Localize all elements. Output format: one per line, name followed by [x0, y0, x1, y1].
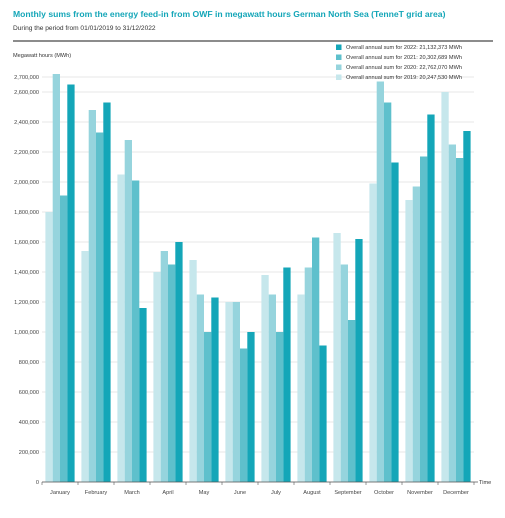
legend-label: Overall annual sum for 2022: 21,132,373 … [346, 45, 462, 51]
bar [247, 332, 255, 482]
bar [333, 233, 341, 482]
bar [103, 102, 111, 482]
bar [463, 131, 471, 482]
y-tick-label: 2,700,000 [14, 75, 39, 81]
legend-label: Overall annual sum for 2021: 20,302,689 … [346, 55, 462, 61]
bar [456, 158, 464, 482]
bar [448, 144, 456, 482]
bar [225, 302, 233, 482]
y-tick-label: 2,600,000 [14, 90, 39, 96]
y-tick-label: 200,000 [19, 450, 39, 456]
x-tick-label: February [85, 490, 108, 496]
bar [60, 195, 68, 482]
bar [96, 132, 104, 482]
bar [376, 81, 384, 482]
x-tick-label: March [124, 490, 140, 496]
bar [232, 302, 240, 482]
bar [168, 264, 176, 482]
bar [412, 186, 420, 482]
bar [175, 242, 183, 482]
x-axis-label: Time [479, 480, 491, 486]
bar [189, 260, 197, 482]
y-axis-ticks: 0 200,000 400,000 600,000 800,000 1,000,000 1,… [14, 75, 39, 486]
bar [132, 180, 140, 482]
bar [268, 294, 276, 482]
x-tick-label: November [407, 490, 433, 496]
bar [160, 251, 168, 482]
y-tick-label: 2,400,000 [14, 120, 39, 126]
legend-swatch [336, 64, 342, 70]
x-tick-label: January [50, 490, 70, 496]
bar [261, 275, 269, 482]
bar [340, 264, 348, 482]
bar [45, 212, 53, 482]
legend-label: Overall annual sum for 2020: 22,762,070 … [346, 65, 462, 71]
legend-label: Overall annual sum for 2019: 20,247,530 … [346, 75, 462, 81]
legend-swatch [336, 54, 342, 60]
y-tick-label: 0 [36, 480, 39, 486]
x-tick-label: September [334, 490, 361, 496]
bar [297, 294, 305, 482]
y-tick-label: 1,400,000 [14, 270, 39, 276]
y-tick-label: 1,000,000 [14, 330, 39, 336]
x-tick-label: May [199, 490, 210, 496]
y-tick-label: 1,800,000 [14, 210, 39, 216]
gridlines [42, 76, 474, 483]
bar [124, 140, 132, 482]
x-tick-label: April [162, 490, 173, 496]
bar [384, 102, 392, 482]
bar [441, 92, 449, 482]
y-tick-label: 1,600,000 [14, 240, 39, 246]
x-tick-label: June [234, 490, 246, 496]
y-tick-label: 600,000 [19, 390, 39, 396]
bar [117, 174, 125, 482]
bar [420, 156, 428, 482]
bar [81, 251, 89, 482]
chart-subtitle: During the period from 01/01/2019 to 31/… [13, 25, 156, 32]
legend: Overall annual sum for 2022: 21,132,373 … [336, 44, 462, 81]
bar [139, 308, 147, 482]
bars [45, 74, 471, 482]
y-axis-label: Megawatt hours (MWh) [13, 53, 71, 59]
bar [67, 84, 75, 482]
bar [369, 183, 377, 482]
bar [88, 110, 96, 482]
x-tick-label: August [303, 490, 321, 496]
legend-swatch [336, 44, 342, 50]
bar [355, 239, 363, 482]
chart-title: Monthly sums from the energy feed-in fro… [13, 9, 446, 19]
bar [304, 267, 312, 482]
bar [348, 320, 356, 482]
x-tick-label: December [443, 490, 469, 496]
x-axis-ticks: January February March April May June July Augu… [41, 482, 475, 496]
y-tick-label: 2,200,000 [14, 150, 39, 156]
bar [283, 267, 291, 482]
y-tick-label: 2,000,000 [14, 180, 39, 186]
x-tick-label: October [374, 490, 394, 496]
legend-swatch [336, 74, 342, 80]
bar [240, 348, 248, 482]
title-divider [13, 40, 493, 42]
bar [427, 114, 435, 482]
bar [405, 200, 413, 482]
bar [319, 345, 327, 482]
bar [196, 294, 204, 482]
bar [276, 332, 284, 482]
y-tick-label: 1,200,000 [14, 300, 39, 306]
bar [312, 237, 320, 482]
bar [52, 74, 60, 482]
bar [204, 332, 212, 482]
y-tick-label: 400,000 [19, 420, 39, 426]
y-tick-label: 800,000 [19, 360, 39, 366]
bar [211, 297, 219, 482]
x-tick-label: July [271, 490, 281, 496]
bar [153, 272, 161, 482]
bar [391, 162, 399, 482]
